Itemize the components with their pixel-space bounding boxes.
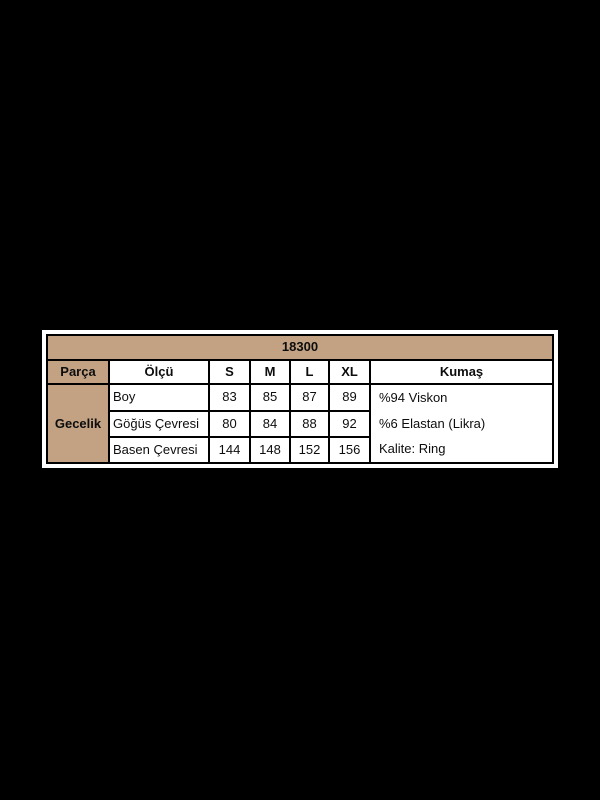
table-row-title: 18300	[46, 333, 554, 362]
size-chart-table: 18300 Parça Ölçü S M L XL Kumaş Gecelik …	[46, 333, 554, 465]
group-label: Gecelik	[46, 383, 110, 464]
value-gogus-s: 80	[208, 409, 251, 438]
value-basen-xl: 156	[328, 435, 371, 465]
column-header-part: Parça	[46, 359, 110, 386]
measure-label: Boy	[108, 383, 210, 412]
fabric-line-viskon: %94 Viskon	[379, 389, 448, 405]
column-header-size-s: S	[208, 359, 251, 386]
table-row-boy: Gecelik Boy 83 85 87 89 %94 Viskon %6 El…	[46, 383, 554, 464]
value-boy-s: 83	[208, 383, 251, 412]
measure-label: Basen Çevresi	[108, 435, 210, 465]
value-boy-l: 87	[289, 383, 330, 412]
fabric-line-kalite: Kalite: Ring	[379, 441, 446, 457]
table-row-header: Parça Ölçü S M L XL Kumaş	[46, 359, 554, 386]
table-row-gogus: Göğüs Çevresi 80 84 88 92	[47, 409, 553, 438]
value-boy-m: 85	[249, 383, 291, 412]
column-header-measure: Ölçü	[108, 359, 210, 386]
column-header-fabric: Kumaş	[369, 359, 554, 386]
measure-label: Göğüs Çevresi	[108, 409, 210, 438]
value-gogus-m: 84	[249, 409, 291, 438]
size-chart-frame: 18300 Parça Ölçü S M L XL Kumaş Gecelik …	[42, 330, 558, 468]
fabric-info-cell: %94 Viskon %6 Elastan (Likra) Kalite: Ri…	[369, 383, 554, 464]
style-number: 18300	[46, 333, 554, 362]
value-basen-l: 152	[289, 435, 330, 465]
value-boy-xl: 89	[328, 383, 371, 412]
value-gogus-l: 88	[289, 409, 330, 438]
fabric-line-elastan: %6 Elastan (Likra)	[379, 415, 486, 431]
value-basen-s: 144	[208, 435, 251, 465]
value-basen-m: 148	[249, 435, 291, 465]
fabric-info-stack: %94 Viskon %6 Elastan (Likra) Kalite: Ri…	[374, 386, 549, 461]
value-gogus-xl: 92	[328, 409, 371, 438]
column-header-size-xl: XL	[328, 359, 371, 386]
table-row-basen: Basen Çevresi 144 148 152 156	[47, 435, 553, 465]
column-header-size-l: L	[289, 359, 330, 386]
column-header-size-m: M	[249, 359, 291, 386]
